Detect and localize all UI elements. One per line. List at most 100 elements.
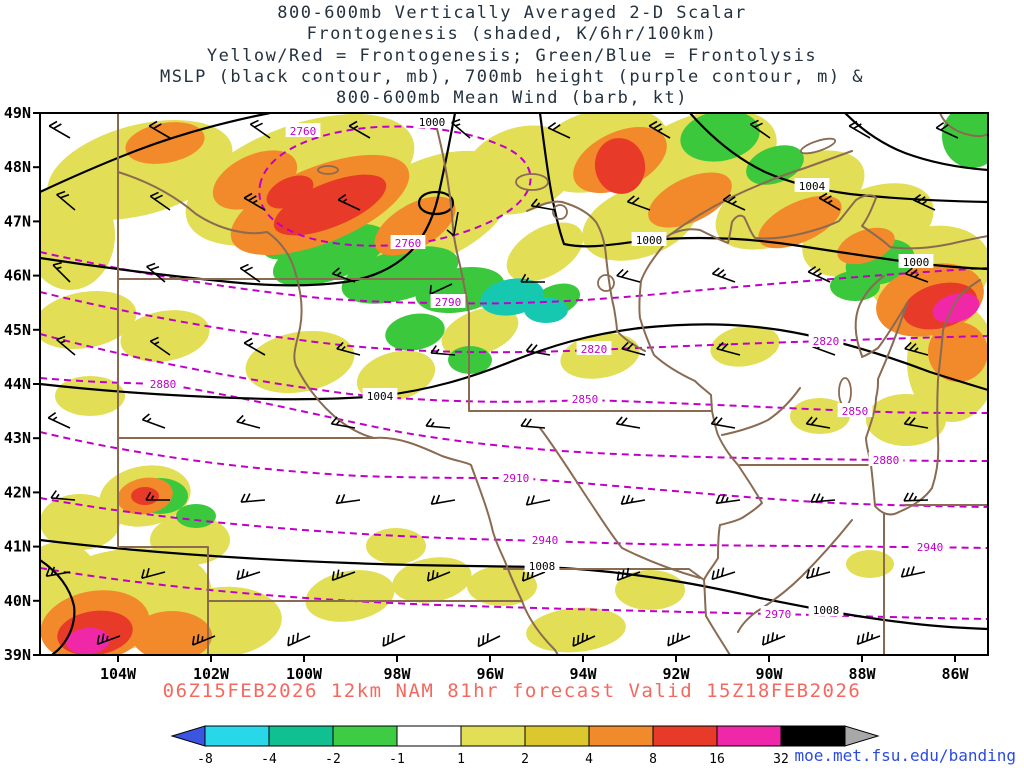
shading-blob [366, 528, 426, 564]
height-contour-label: 2940 [532, 534, 559, 547]
wind-barb [682, 635, 683, 640]
height-contour-label: 2910 [503, 472, 530, 485]
colorbar-tick-label: 32 [773, 752, 789, 767]
shading-blob [866, 394, 946, 446]
wind-barb [107, 636, 108, 641]
wind-barb [202, 636, 203, 641]
shading-blob [25, 180, 115, 290]
colorbar-segment [461, 726, 525, 746]
wind-barb [668, 637, 669, 646]
wind-barb [872, 634, 873, 639]
banding-link[interactable]: moe.met.fsu.edu/banding [794, 746, 1016, 765]
mslp-contour-label: 1004 [799, 180, 826, 193]
wind-barb [288, 637, 289, 646]
chart-title: 800-600mb Vertically Averaged 2-D Scalar… [160, 3, 864, 108]
wind-barb [578, 635, 579, 644]
colorbar-tick-label: 2 [521, 752, 529, 767]
colorbar-tick-label: -4 [261, 752, 277, 767]
mslp-contour-label: 1000 [903, 256, 930, 269]
wind-barb [677, 633, 678, 642]
wind-barb [430, 285, 431, 294]
shading-blob [846, 550, 894, 578]
y-tick-label: 41N [4, 538, 31, 556]
colorbar-right-arrow [845, 726, 878, 746]
height-contour-label: 2880 [873, 454, 900, 467]
colorbar-segment [781, 726, 845, 746]
height-contour-label: 2850 [572, 393, 599, 406]
x-tick-label: 86W [941, 665, 969, 683]
wind-barb [573, 637, 574, 646]
wind-barb [297, 633, 298, 642]
height-contour-label: 2970 [765, 608, 792, 621]
title-line-4: MSLP (black contour, mb), 700mb height (… [160, 67, 864, 87]
y-tick-label: 45N [4, 321, 31, 339]
title-line-5: 800-600mb Mean Wind (barb, kt) [336, 88, 688, 108]
colorbar-tick-label: -1 [389, 752, 405, 767]
colorbar-segment [653, 726, 717, 746]
shading-blob [176, 504, 216, 528]
height-contour-label: 2940 [917, 541, 944, 554]
height-contour-label: 2760 [395, 237, 422, 250]
shading-blob [524, 297, 568, 323]
shading-blob [132, 611, 212, 661]
title-line-1: 800-600mb Vertically Averaged 2-D Scalar [277, 3, 746, 23]
colorbar-segment [589, 726, 653, 746]
wind-barb [673, 635, 674, 644]
colorbar-tick-label: 4 [585, 752, 593, 767]
height-contour-label: 2820 [813, 335, 840, 348]
wind-barb [582, 633, 583, 642]
colorbar-left-arrow [172, 726, 205, 746]
y-tick-label: 39N [4, 646, 31, 664]
wind-barb [437, 572, 438, 577]
mslp-contour-label: 1000 [636, 234, 663, 247]
colorbar-tick-label: 1 [457, 752, 465, 767]
height-contour-label: 2760 [290, 125, 317, 138]
colorbar-tick-label: -2 [325, 752, 341, 767]
mslp-contour-label: 1004 [367, 390, 394, 403]
y-tick-label: 46N [4, 267, 31, 285]
wind-barb [478, 638, 479, 647]
y-tick-label: 40N [4, 592, 31, 610]
colorbar-segment [397, 726, 461, 746]
colorbar-segment [717, 726, 781, 746]
y-tick-label: 47N [4, 212, 31, 230]
colorbar-segment [525, 726, 589, 746]
colorbar-tick-label: -8 [197, 752, 213, 767]
mslp-contour-label: 1000 [419, 116, 446, 129]
y-tick-label: 48N [4, 158, 31, 176]
mslp-contour-label: 1008 [529, 560, 556, 573]
wind-barb [293, 635, 294, 644]
height-contour-label: 2790 [435, 296, 462, 309]
colorbar-segment [333, 726, 397, 746]
y-tick-label: 44N [4, 375, 31, 393]
title-line-2: Frontogenesis (shaded, K/6hr/100km) [307, 24, 718, 44]
wind-barb [777, 634, 778, 639]
wind-barb [904, 500, 928, 501]
forecast-caption: 06Z15FEB2026 12km NAM 81hr forecast Vali… [163, 680, 862, 702]
wind-barb [388, 635, 389, 644]
mslp-contour-label: 1008 [813, 604, 840, 617]
x-tick-label: 104W [100, 665, 137, 683]
height-contour-label: 2880 [150, 378, 177, 391]
y-tick-label: 49N [4, 104, 31, 122]
wind-barb [392, 633, 393, 642]
colorbar: -8 -4 -2 -1 1 2 4 8 16 32 [172, 726, 878, 767]
height-contour-label: 2820 [581, 343, 608, 356]
wind-barb [342, 572, 343, 577]
wind-barb [483, 635, 484, 644]
title-line-3: Yellow/Red = Frontogenesis; Green/Blue =… [207, 46, 817, 66]
colorbar-tick-label: 16 [709, 752, 725, 767]
y-tick-label: 42N [4, 483, 31, 501]
wind-barb [487, 633, 488, 642]
height-contour-label: 2850 [842, 405, 869, 418]
wind-barb [383, 637, 384, 646]
shading-blob [928, 322, 988, 382]
wind-barb [247, 571, 248, 576]
colorbar-segment [205, 726, 269, 746]
shading-blob [131, 487, 159, 505]
colorbar-tick-label: 8 [649, 752, 657, 767]
colorbar-segment [269, 726, 333, 746]
shading-blob [615, 570, 685, 610]
y-tick-label: 43N [4, 429, 31, 447]
